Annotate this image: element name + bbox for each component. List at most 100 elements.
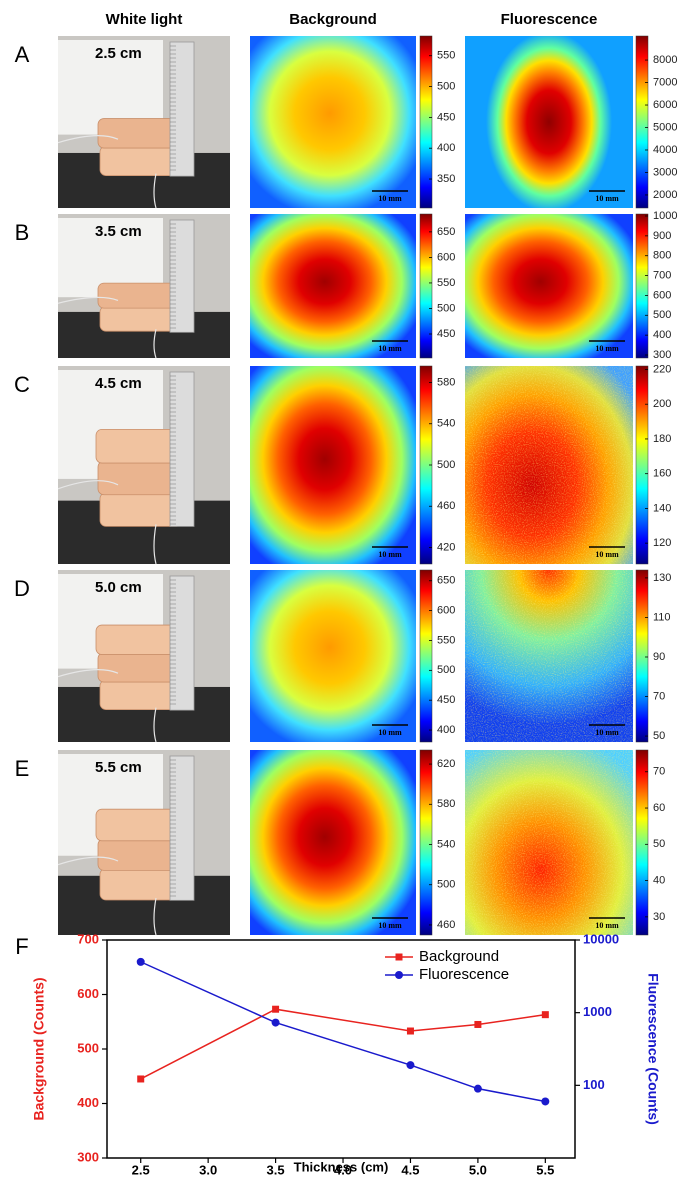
colorbar-tick-label: 70	[653, 690, 665, 702]
legend-label: Fluorescence	[419, 966, 509, 983]
marker	[406, 1061, 414, 1069]
ruler	[170, 372, 194, 526]
colorbar-tick-label: 500	[437, 459, 455, 471]
colorbar-tick-label: 3000	[653, 166, 677, 178]
colorbar-tick-label: 60	[653, 802, 665, 814]
thickness-label: 5.5 cm	[95, 759, 142, 776]
marker	[474, 1021, 481, 1028]
heatmap	[250, 214, 416, 358]
colorbar-tick-label: 90	[653, 651, 665, 663]
heatmap	[250, 366, 416, 564]
photo	[58, 750, 230, 935]
panel-letter: A	[15, 42, 30, 67]
scale-bar-label: 10 mm	[595, 550, 619, 559]
y-tick-label: 500	[77, 1040, 99, 1055]
heatmap	[250, 36, 416, 208]
panel-letter: D	[14, 576, 30, 601]
colorbar-tick-label: 50	[653, 838, 665, 850]
thickness-label: 4.5 cm	[95, 375, 142, 392]
colorbar-tick-label: 540	[437, 838, 455, 850]
scale-bar-label: 10 mm	[595, 194, 619, 203]
heatmap	[250, 570, 416, 742]
colorbar-tick-label: 7000	[653, 76, 677, 88]
colorbar-tick-label: 460	[437, 500, 455, 512]
colorbar-tick-label: 450	[437, 694, 455, 706]
y-tick-label: 600	[77, 986, 99, 1001]
chicken-layer	[98, 461, 180, 495]
photo	[58, 214, 230, 358]
marker	[272, 1006, 279, 1013]
column-header: Fluorescence	[501, 11, 598, 28]
colorbar-tick-label: 120	[653, 537, 671, 549]
chicken-layer	[98, 119, 180, 149]
colorbar-tick-label: 450	[437, 111, 455, 123]
colorbar-tick-label: 140	[653, 502, 671, 514]
colorbar-tick-label: 130	[653, 572, 671, 584]
colorbar-tick-label: 450	[437, 328, 455, 340]
marker	[542, 1011, 549, 1018]
colorbar-tick-label: 8000	[653, 54, 677, 66]
y2-tick-label: 100	[583, 1077, 605, 1092]
colorbar-tick-label: 4000	[653, 144, 677, 156]
colorbar-tick-label: 800	[653, 250, 671, 262]
colorbar-tick-label: 220	[653, 363, 671, 375]
colorbar-tick-label: 550	[437, 634, 455, 646]
colorbar-tick-label: 420	[437, 541, 455, 553]
figure: White light Background Fluorescence A 2.5…	[0, 0, 680, 1176]
chicken-layer	[98, 839, 180, 871]
chicken-layer	[96, 809, 178, 841]
colorbar-tick-label: 180	[653, 433, 671, 445]
colorbar-tick-label: 550	[437, 277, 455, 289]
colorbar	[636, 750, 648, 935]
colorbar-tick-label: 500	[437, 302, 455, 314]
column-header: White light	[106, 11, 183, 28]
colorbar-tick-label: 620	[437, 758, 455, 770]
scale-bar-label: 10 mm	[378, 550, 402, 559]
colorbar-tick-label: 650	[437, 575, 455, 587]
x-tick-label: 3.0	[199, 1162, 217, 1176]
colorbar-tick-label: 500	[437, 879, 455, 891]
scale-bar-label: 10 mm	[378, 728, 402, 737]
x-tick-label: 2.5	[132, 1162, 150, 1176]
photo	[58, 36, 230, 208]
heatmap-noise	[465, 570, 633, 742]
x-axis-label: Thickness (cm)	[294, 1159, 389, 1174]
chicken-layer	[96, 625, 178, 655]
panel-letter: E	[15, 756, 30, 781]
marker	[474, 1085, 482, 1093]
y-axis-label: Background (Counts)	[31, 977, 47, 1120]
legend-label: Background	[419, 948, 499, 965]
y-tick-label: 300	[77, 1149, 99, 1164]
panel-letter: C	[14, 372, 30, 397]
colorbar	[420, 214, 432, 358]
colorbar-tick-label: 50	[653, 730, 665, 742]
thickness-label: 2.5 cm	[95, 45, 142, 62]
marker	[395, 971, 403, 979]
heatmap	[465, 36, 633, 208]
x-tick-label: 5.0	[469, 1162, 487, 1176]
scale-bar-label: 10 mm	[378, 194, 402, 203]
colorbar-tick-label: 900	[653, 230, 671, 242]
colorbar-tick-label: 160	[653, 468, 671, 480]
colorbar-tick-label: 500	[437, 80, 455, 92]
colorbar-tick-label: 460	[437, 919, 455, 931]
colorbar-tick-label: 580	[437, 376, 455, 388]
y2-tick-label: 10000	[583, 931, 619, 946]
colorbar-tick-label: 400	[437, 142, 455, 154]
marker	[541, 1097, 549, 1105]
marker	[137, 958, 145, 966]
y2-axis-label: Fluorescence (Counts)	[645, 973, 661, 1125]
colorbar-tick-label: 540	[437, 418, 455, 430]
heatmap-noise	[465, 366, 633, 564]
chicken-layer	[98, 283, 180, 308]
marker	[272, 1019, 280, 1027]
colorbar-tick-label: 700	[653, 269, 671, 281]
panel-letter: F	[15, 934, 28, 959]
colorbar-tick-label: 500	[437, 664, 455, 676]
heatmap	[465, 214, 633, 358]
colorbar	[420, 570, 432, 742]
panel-letter: B	[15, 220, 30, 245]
colorbar-tick-label: 110	[653, 611, 671, 623]
colorbar-tick-label: 600	[653, 289, 671, 301]
x-tick-label: 4.5	[401, 1162, 419, 1176]
